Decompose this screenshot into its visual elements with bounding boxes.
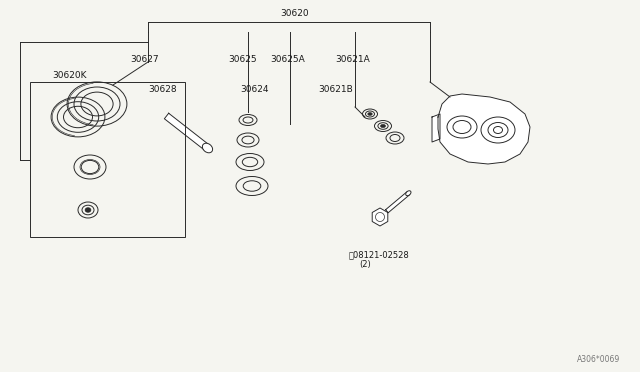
- Text: 30625: 30625: [228, 55, 257, 64]
- Polygon shape: [164, 113, 210, 151]
- Polygon shape: [438, 94, 530, 164]
- Text: 30624: 30624: [240, 85, 269, 94]
- Text: 30621A: 30621A: [335, 55, 370, 64]
- Ellipse shape: [202, 143, 212, 153]
- Text: Ⓑ08121-02528: Ⓑ08121-02528: [349, 250, 410, 259]
- Text: 30627: 30627: [130, 55, 159, 64]
- Text: 30620: 30620: [281, 9, 309, 18]
- Text: (2): (2): [359, 260, 371, 269]
- Text: A306*0069: A306*0069: [577, 355, 620, 364]
- Bar: [30, 82, 185, 237]
- Text: 30621B: 30621B: [318, 85, 353, 94]
- Polygon shape: [372, 208, 388, 226]
- Ellipse shape: [380, 124, 385, 128]
- Polygon shape: [386, 192, 410, 213]
- Ellipse shape: [368, 112, 372, 115]
- Ellipse shape: [85, 208, 91, 212]
- Text: 30625A: 30625A: [270, 55, 305, 64]
- Text: 30628: 30628: [148, 85, 177, 94]
- Ellipse shape: [406, 191, 411, 196]
- Text: 30620K: 30620K: [52, 71, 86, 80]
- Polygon shape: [432, 114, 440, 142]
